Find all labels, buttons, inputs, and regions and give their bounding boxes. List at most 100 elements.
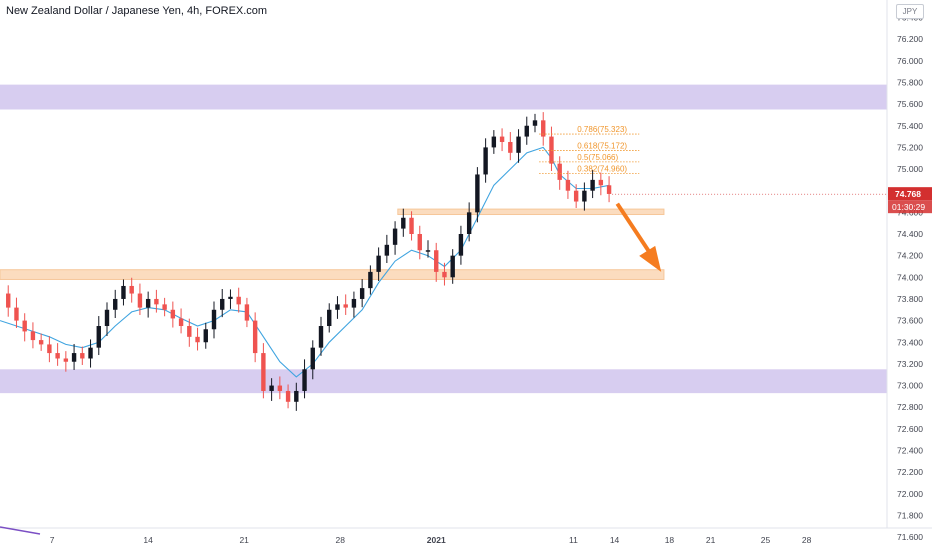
y-tick-label: 76.000 (897, 56, 923, 66)
candle-body (203, 329, 208, 343)
zone-resistance-3 (0, 369, 887, 394)
candle-body (434, 250, 439, 272)
moving-average-line (0, 146, 610, 378)
candle-body (63, 358, 69, 362)
candle-body (294, 390, 299, 402)
candle-body (170, 309, 176, 319)
candle-body (96, 326, 101, 348)
candle-body (565, 179, 571, 191)
y-tick-label: 75.000 (897, 164, 923, 174)
candle-body (417, 234, 422, 251)
candle-body (343, 304, 348, 308)
candle-body (557, 163, 562, 180)
candle-body (30, 331, 36, 341)
y-tick-label: 72.600 (897, 424, 923, 434)
y-tick-label: 72.800 (897, 402, 923, 412)
candle-body (71, 353, 77, 362)
y-tick-label: 75.600 (897, 99, 923, 109)
candle-body (458, 234, 464, 256)
y-tick-label: 75.400 (897, 121, 923, 131)
x-tick-label: 11 (569, 535, 578, 545)
candle-body (598, 179, 604, 186)
candle-body (22, 320, 27, 332)
axis-lines-layer (0, 0, 932, 535)
y-tick-label: 71.800 (897, 510, 923, 520)
candle-body (145, 298, 151, 308)
candles-layer (6, 112, 612, 411)
candle-body (532, 120, 538, 126)
x-tick-label: 25 (761, 535, 771, 545)
moving-average-layer (0, 146, 610, 378)
currency-badge[interactable]: JPY (896, 4, 924, 19)
candle-body (55, 353, 60, 359)
candle-body (187, 326, 192, 337)
zone-support-2 (0, 269, 665, 280)
y-tick-label: 72.400 (897, 446, 923, 456)
y-tick-label: 73.800 (897, 294, 923, 304)
candle-body (104, 309, 110, 327)
candle-body (277, 385, 283, 391)
zones-layer (0, 84, 887, 394)
candle-body (113, 298, 118, 310)
candle-body (590, 179, 595, 191)
zone-support-1 (397, 208, 665, 216)
candle-body (425, 250, 431, 252)
candle-body (491, 136, 497, 148)
candle-body (88, 347, 93, 359)
candle-body (178, 318, 184, 327)
arrow-shaft (615, 202, 655, 259)
candle-body (606, 185, 612, 194)
candle-body (401, 217, 406, 229)
candle-body (14, 307, 19, 321)
y-tick-label: 73.000 (897, 381, 923, 391)
countdown-badge (888, 200, 932, 214)
candle-body (573, 190, 579, 202)
candle-body (450, 255, 455, 278)
candle-body (359, 288, 365, 299)
fib-label: 0.5(75.066) (577, 153, 618, 162)
y-tick-label: 73.600 (897, 316, 923, 326)
fibonacci-layer: 0.786(75.323) 0.618(75.172) 0.5(75.066) 0.3… (539, 125, 640, 174)
arrow-head (639, 245, 662, 272)
candle-body (220, 298, 225, 310)
x-tick-label: 28 (335, 535, 345, 545)
candle-body (121, 285, 126, 299)
y-tick-label: 75.800 (897, 77, 923, 87)
fib-label: 0.618(75.172) (577, 141, 627, 150)
current-price-badge (888, 187, 932, 201)
y-tick-label: 74.200 (897, 251, 923, 261)
candle-body (6, 293, 11, 308)
candle-body (162, 304, 167, 310)
candle-body (252, 320, 258, 354)
x-tick-label: 7 (50, 535, 55, 545)
y-tick-label: 72.000 (897, 489, 923, 499)
candle-body (409, 217, 414, 234)
fib-label: 0.786(75.323) (577, 125, 627, 134)
candle-body (483, 147, 488, 175)
indicator-line (0, 526, 41, 535)
candle-body (516, 136, 521, 153)
y-tick-label: 75.200 (897, 142, 923, 152)
y-tick-label: 71.600 (897, 532, 923, 542)
candle-body (327, 309, 332, 327)
y-tick-label: 74.400 (897, 229, 923, 239)
x-tick-label: 28 (802, 535, 812, 545)
candle-body (261, 353, 266, 391)
y-tick-label: 73.400 (897, 337, 923, 347)
candle-body (195, 336, 200, 343)
candle-body (376, 255, 381, 272)
candle-body (351, 298, 357, 308)
candle-body (335, 304, 340, 310)
candle-body (244, 304, 250, 321)
candle-body (466, 212, 472, 234)
candle-body (318, 326, 324, 348)
candle-body (384, 244, 390, 256)
x-tick-label: 14 (610, 535, 620, 545)
candle-body (475, 174, 480, 213)
y-tick-label: 73.200 (897, 359, 923, 369)
candle-body (211, 309, 217, 330)
candle-body (499, 136, 505, 142)
badges-layer: 74.768 01:30:29 (612, 187, 932, 214)
